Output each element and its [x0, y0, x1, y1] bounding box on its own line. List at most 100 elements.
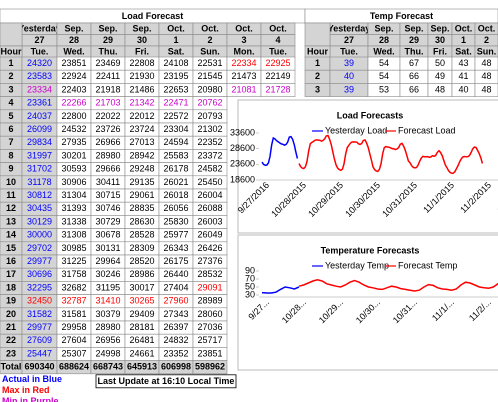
cell-value: 26956: [95, 335, 120, 345]
column-header: Yesterday: [328, 23, 371, 33]
column-header: Sat.: [168, 46, 185, 56]
note: Min in Purple: [2, 396, 59, 402]
cell-value: 27343: [163, 309, 188, 319]
cell-value: 66: [409, 71, 419, 81]
hour: 3: [315, 84, 320, 94]
cell-value: 23372: [197, 150, 222, 160]
cell-value: 21342: [129, 98, 154, 108]
column-header: 27: [34, 35, 44, 45]
cell-value: 22572: [163, 111, 188, 121]
cell-value: 30265: [129, 296, 154, 306]
cell-value: 30129: [27, 216, 52, 226]
column-header: Tue.: [269, 46, 287, 56]
hour: 2: [315, 71, 320, 81]
cell: [304, 22, 331, 47]
cell-value: 27376: [197, 256, 222, 266]
cell-value: 21302: [197, 124, 222, 134]
hour: 11: [6, 190, 16, 200]
cell-value: 21930: [129, 71, 154, 81]
cell-value: 30696: [27, 269, 52, 279]
cell-value: 22334: [231, 58, 256, 68]
hour-header: Hour: [1, 46, 22, 56]
cell-value: 32295: [27, 282, 52, 292]
cell-value: 22149: [265, 71, 290, 81]
cell-value: 28980: [95, 150, 120, 160]
cell-value: 30201: [61, 150, 86, 160]
cell-value: 21728: [265, 84, 290, 94]
cell-value: 29248: [129, 164, 154, 174]
cell-value: 31393: [61, 203, 86, 213]
hour: 5: [8, 111, 13, 121]
cell-value: 25977: [163, 230, 188, 240]
cell-value: 23724: [129, 124, 154, 134]
hour: 3: [8, 84, 13, 94]
cell-value: 30435: [27, 203, 52, 213]
column-header: 30: [435, 35, 445, 45]
y-tick-label: 18600: [230, 174, 255, 184]
cell-value: 29666: [95, 164, 120, 174]
cell-value: 48: [481, 58, 491, 68]
cell-value: 28181: [129, 322, 154, 332]
note: Max in Red: [2, 385, 50, 395]
hour: 16: [6, 256, 16, 266]
cell-value: 28630: [129, 216, 154, 226]
table-title: Temp Forecast: [370, 11, 433, 21]
y-tick-label: 28600: [230, 143, 255, 153]
hour: 15: [6, 243, 16, 253]
forecast-load-line: [298, 134, 484, 174]
cell-value: 30131: [95, 243, 120, 253]
last-update: Last Update at 16:10 Local Time: [98, 376, 235, 386]
cell-value: 30715: [95, 190, 120, 200]
cell-value: 22352: [197, 137, 222, 147]
cell-value: 32682: [61, 282, 86, 292]
column-header: Oct.: [478, 23, 496, 33]
column-header: Sat.: [455, 46, 472, 56]
chart-box: [237, 234, 498, 371]
y-tick-label: 30: [245, 289, 255, 299]
hour: 14: [6, 230, 16, 240]
cell-value: 26004: [197, 190, 222, 200]
hour: 12: [6, 203, 16, 213]
cell-value: 22531: [197, 58, 222, 68]
cell-value: 27404: [163, 282, 188, 292]
cell-value: 22411: [96, 71, 120, 81]
column-header: Oct.: [167, 23, 185, 33]
cell-value: 66: [409, 84, 419, 94]
column-header: Sep.: [132, 23, 151, 33]
cell-value: 29061: [129, 190, 154, 200]
hour: 2: [8, 71, 13, 81]
hour: 7: [8, 137, 13, 147]
table-title: Load Forecast: [122, 11, 184, 21]
cell-value: 20793: [197, 111, 222, 121]
cell-value: 21703: [95, 98, 120, 108]
column-header: Wed.: [373, 46, 394, 56]
cell-value: 30906: [61, 177, 86, 187]
cell: [192, 360, 228, 375]
cell-value: 22800: [61, 111, 86, 121]
column-header: Mon.: [234, 46, 255, 56]
cell-value: 22403: [61, 84, 86, 94]
column-header: Sep.: [64, 23, 83, 33]
cell-value: 23851: [61, 58, 86, 68]
hour: 20: [6, 309, 16, 319]
hour: 4: [8, 98, 13, 108]
chart-title: Load Forecasts: [337, 110, 404, 120]
cell-value: 23469: [95, 58, 120, 68]
cell-value: 29091: [197, 282, 222, 292]
cell-value: 21545: [197, 71, 222, 81]
cell-value: 23304: [163, 124, 188, 134]
cell-value: 25307: [61, 348, 86, 358]
column-header: Oct.: [235, 23, 253, 33]
cell-value: 26397: [163, 322, 188, 332]
hour: 10: [6, 177, 16, 187]
cell-value: 43: [458, 58, 468, 68]
cell-value: 22471: [163, 98, 188, 108]
hour: 17: [6, 269, 16, 279]
column-header: Sun.: [477, 46, 497, 56]
cell-value: 54: [379, 58, 389, 68]
column-header: Wed.: [63, 46, 84, 56]
y-tick-label: 33600: [230, 127, 255, 137]
cell-value: 48: [481, 84, 491, 94]
cell-value: 31338: [61, 216, 86, 226]
cell-value: 24661: [129, 348, 154, 358]
